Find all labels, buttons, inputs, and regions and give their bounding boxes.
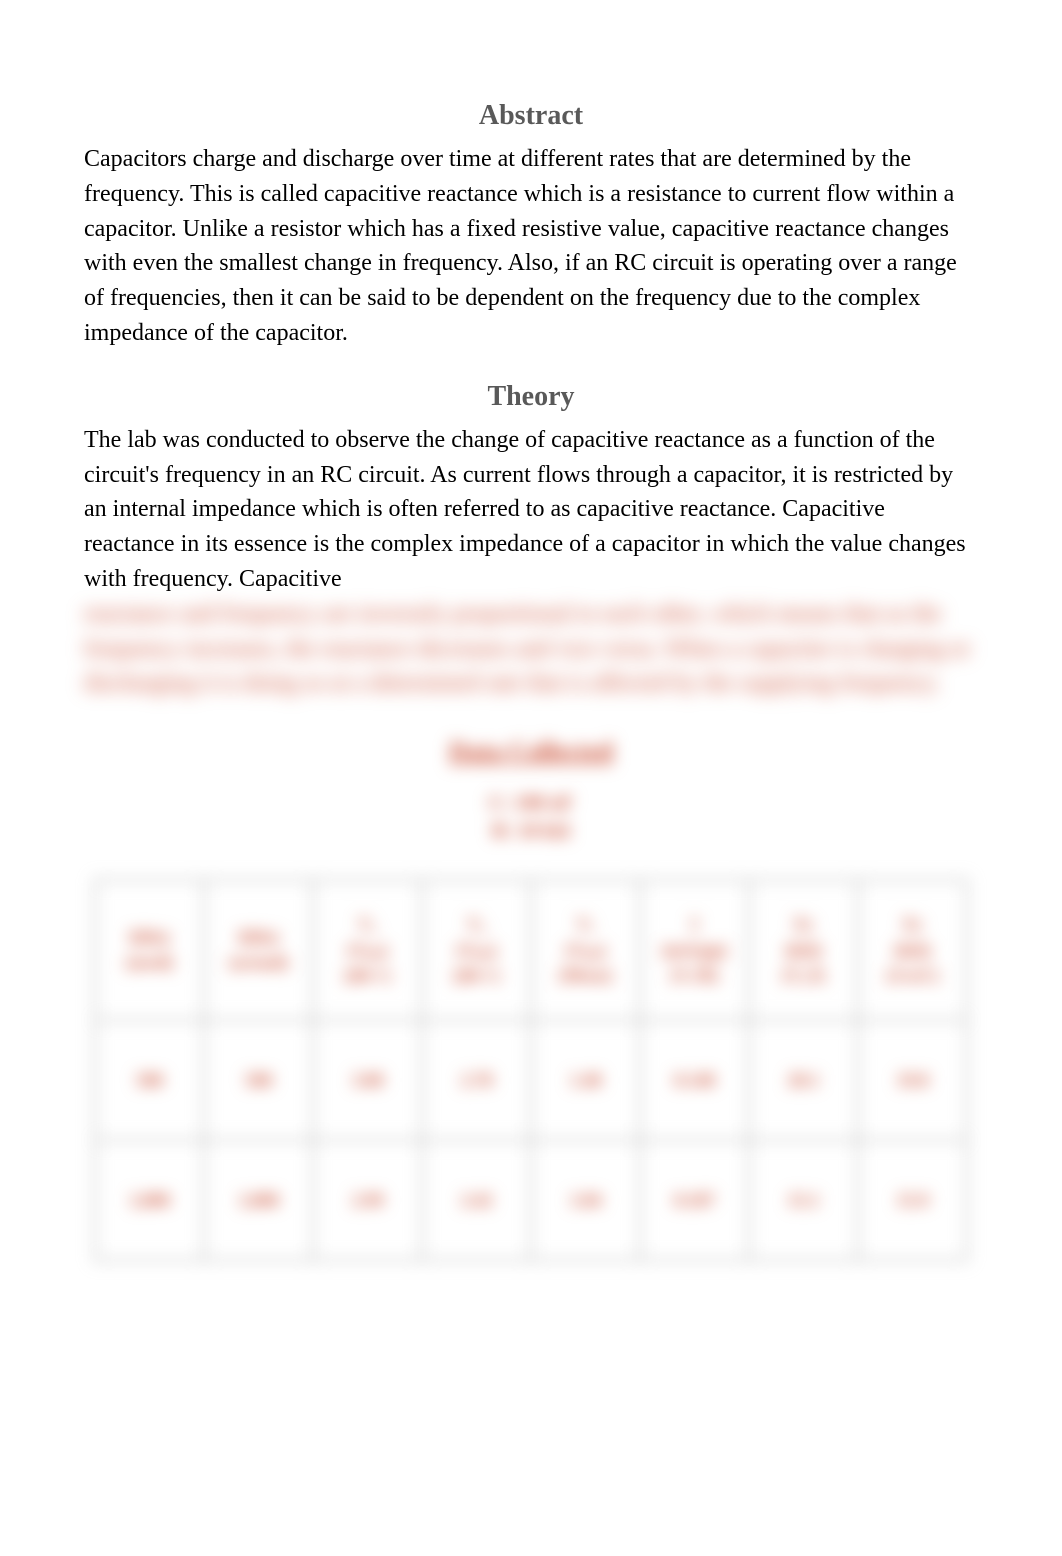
- col-header: Xc (kΩ) (1/ωC): [858, 880, 967, 1020]
- table-cell: 2.42: [422, 1140, 531, 1260]
- table-cell: 500: [204, 1020, 313, 1140]
- col-header: Xc (kΩ) (V₂/I): [749, 880, 858, 1020]
- table-cell: 20.1: [749, 1020, 858, 1140]
- constants-block: C: 100 nF R: 10 kΩ: [84, 789, 978, 845]
- table-cell: 1.48: [531, 1020, 640, 1140]
- table-cell: 19.8: [858, 1020, 967, 1140]
- theory-paragraph-visible: The lab was conducted to observe the cha…: [84, 423, 978, 597]
- theory-paragraph-blurred: reactance and frequency are inversely pr…: [84, 597, 978, 701]
- col-header: V₂ (Vₚₚ) (div×): [422, 880, 531, 1020]
- col-header: f(Hz) (used): [95, 880, 204, 1020]
- table-cell: 15.9: [858, 1140, 967, 1260]
- table-cell: 2.78: [422, 1020, 531, 1140]
- table-cell: 500: [95, 1020, 204, 1140]
- table-cell: 3.00: [313, 1020, 422, 1140]
- table-cell: 1.84: [531, 1140, 640, 1260]
- col-header: Vᵣ (Vₚₚ) (Meas): [531, 880, 640, 1020]
- col-header: V₁ (Vₚₚ) (div×): [313, 880, 422, 1020]
- table-row: 500 500 3.00 2.78 1.48 0.148 20.1 19.8: [95, 1020, 967, 1140]
- table-header-row: f(Hz) (used) f(Hz) (actual) V₁ (Vₚₚ) (di…: [95, 880, 967, 1020]
- data-table: f(Hz) (used) f(Hz) (actual) V₁ (Vₚₚ) (di…: [94, 879, 968, 1261]
- constant-resistance: R: 10 kΩ: [492, 820, 570, 842]
- table-cell: 1,000: [95, 1140, 204, 1260]
- table-cell: 1,000: [204, 1140, 313, 1260]
- table-cell: 2.99: [313, 1140, 422, 1260]
- col-header: I (mA/pp) (Vᵣ/R): [640, 880, 749, 1020]
- abstract-heading: Abstract: [84, 100, 978, 132]
- col-header: f(Hz) (actual): [204, 880, 313, 1020]
- table-cell: 15.1: [749, 1140, 858, 1260]
- table-cell: 0.148: [640, 1020, 749, 1140]
- table-row: 1,000 1,000 2.99 2.42 1.84 0.187 15.1 15…: [95, 1140, 967, 1260]
- data-collected-heading: Data Collected: [84, 737, 978, 767]
- theory-heading: Theory: [84, 381, 978, 413]
- blurred-content-region: reactance and frequency are inversely pr…: [84, 597, 978, 701]
- constant-capacitance: C: 100 nF: [489, 792, 573, 814]
- table-cell: 0.187: [640, 1140, 749, 1260]
- document-page: Abstract Capacitors charge and discharge…: [0, 0, 1062, 1556]
- data-table-wrapper: f(Hz) (used) f(Hz) (actual) V₁ (Vₚₚ) (di…: [84, 879, 978, 1261]
- abstract-paragraph: Capacitors charge and discharge over tim…: [84, 142, 978, 351]
